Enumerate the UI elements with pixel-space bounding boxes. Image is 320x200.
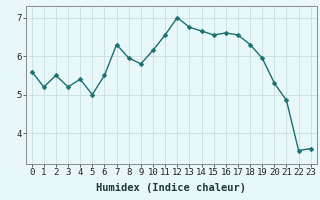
X-axis label: Humidex (Indice chaleur): Humidex (Indice chaleur) [96,183,246,193]
